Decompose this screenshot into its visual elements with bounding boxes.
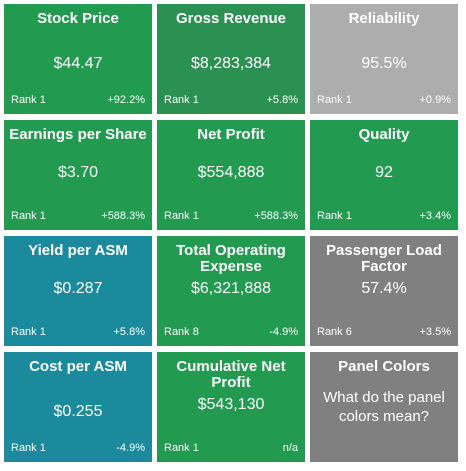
tile-title: Passenger Load Factor [326, 242, 442, 275]
tile-title: Cumulative Net Profit [176, 358, 286, 391]
tile-change: +3.5% [419, 326, 452, 338]
tile-total-operating-expense[interactable]: Total Operating Expense $6,321,888 Rank … [157, 236, 305, 346]
tile-quality[interactable]: Quality 92 Rank 1 +3.4% [310, 120, 458, 230]
kpi-dashboard-grid: Stock Price $44.47 Rank 1 +92.2% Gross R… [4, 4, 462, 467]
tile-value: $8,283,384 [190, 55, 272, 72]
tile-value: $543,130 [197, 396, 265, 413]
tile-title: Net Profit [197, 126, 265, 143]
panel-colors-info-tile[interactable]: Panel Colors What do the panel colors me… [310, 352, 458, 462]
tile-rank: Rank 6 [317, 326, 352, 338]
tile-yield-per-asm[interactable]: Yield per ASM $0.287 Rank 1 +5.8% [4, 236, 152, 346]
info-title: Panel Colors [338, 358, 430, 375]
tile-rank: Rank 1 [11, 326, 46, 338]
tile-rank: Rank 1 [11, 210, 46, 222]
tile-stock-price[interactable]: Stock Price $44.47 Rank 1 +92.2% [4, 4, 152, 114]
tile-change: +588.3% [101, 210, 145, 222]
tile-value: 57.4% [361, 280, 407, 297]
tile-change: -4.9% [269, 326, 298, 338]
tile-cost-per-asm[interactable]: Cost per ASM $0.255 Rank 1 -4.9% [4, 352, 152, 462]
tile-title: Cost per ASM [29, 358, 127, 375]
tile-rank: Rank 1 [317, 94, 352, 106]
tile-net-profit[interactable]: Net Profit $554,888 Rank 1 +588.3% [157, 120, 305, 230]
tile-value: $554,888 [197, 164, 265, 181]
tile-title: Stock Price [37, 10, 119, 27]
tile-rank: Rank 1 [11, 442, 46, 454]
tile-value: $0.255 [53, 403, 103, 420]
tile-change: +92.2% [107, 94, 145, 106]
tile-change: +588.3% [254, 210, 298, 222]
tile-change: +0.9% [419, 94, 452, 106]
tile-rank: Rank 1 [11, 94, 46, 106]
tile-rank: Rank 1 [164, 94, 199, 106]
tile-title: Reliability [348, 10, 420, 27]
tile-title: Quality [358, 126, 410, 143]
tile-value: $6,321,888 [190, 280, 272, 297]
tile-change: +5.8% [113, 326, 146, 338]
tile-value: 92 [375, 164, 393, 181]
tile-title: Earnings per Share [9, 126, 147, 143]
info-body: What do the panel colors mean? [323, 389, 445, 425]
tile-title: Yield per ASM [28, 242, 128, 259]
tile-gross-revenue[interactable]: Gross Revenue $8,283,384 Rank 1 +5.8% [157, 4, 305, 114]
tile-earnings-per-share[interactable]: Earnings per Share $3.70 Rank 1 +588.3% [4, 120, 152, 230]
tile-rank: Rank 1 [164, 442, 199, 454]
tile-title: Total Operating Expense [176, 242, 286, 275]
tile-change: +5.8% [266, 94, 299, 106]
tile-value: $0.287 [53, 280, 103, 297]
tile-passenger-load-factor[interactable]: Passenger Load Factor 57.4% Rank 6 +3.5% [310, 236, 458, 346]
tile-change: n/a [282, 442, 298, 454]
tile-rank: Rank 8 [164, 326, 199, 338]
tile-rank: Rank 1 [164, 210, 199, 222]
tile-change: -4.9% [116, 442, 145, 454]
tile-rank: Rank 1 [317, 210, 352, 222]
tile-title: Gross Revenue [175, 10, 287, 27]
tile-value: $3.70 [57, 164, 99, 181]
tile-cumulative-net-profit[interactable]: Cumulative Net Profit $543,130 Rank 1 n/… [157, 352, 305, 462]
tile-reliability[interactable]: Reliability 95.5% Rank 1 +0.9% [310, 4, 458, 114]
tile-value: $44.47 [53, 55, 103, 72]
tile-value: 95.5% [361, 55, 407, 72]
tile-change: +3.4% [419, 210, 452, 222]
